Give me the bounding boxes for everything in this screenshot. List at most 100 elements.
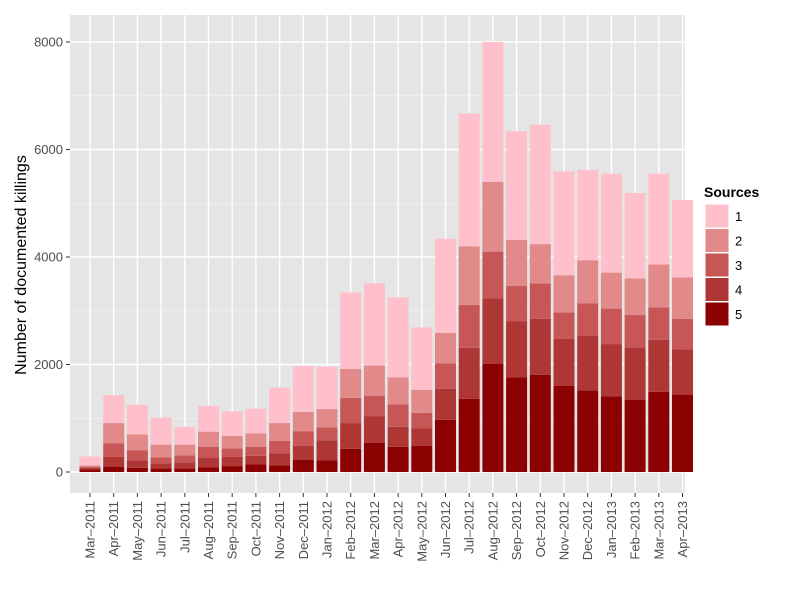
bar-segment xyxy=(458,304,480,348)
bar-segment xyxy=(624,399,646,472)
bar-segment xyxy=(387,426,409,447)
bar-segment xyxy=(672,394,693,472)
bar-segment xyxy=(553,386,575,472)
bar-segment xyxy=(198,405,219,432)
bar-segment xyxy=(198,467,219,472)
bar-segment xyxy=(174,444,196,456)
bar-segment xyxy=(245,446,267,456)
bar-segment xyxy=(624,315,646,348)
bar-segment xyxy=(435,332,456,364)
bar-segment xyxy=(198,446,219,459)
bar-segment xyxy=(577,169,599,261)
bar-segment xyxy=(387,404,409,427)
bar-segment xyxy=(529,374,551,472)
y-tick-label: 2000 xyxy=(34,357,63,372)
x-tick-label: Nov–2011 xyxy=(272,501,287,559)
bar-segment xyxy=(103,466,125,472)
bar-segment xyxy=(458,113,480,247)
bar-segment xyxy=(553,171,575,276)
bar-segment xyxy=(600,396,622,472)
bar-segment xyxy=(529,244,551,284)
bar-segment xyxy=(292,411,314,432)
bar-segment xyxy=(411,412,433,429)
bar-segment xyxy=(245,408,267,434)
bar-segment xyxy=(506,131,528,240)
bar-segment xyxy=(316,409,338,428)
x-tick-label: Jan–2012 xyxy=(320,501,335,558)
bar-segment xyxy=(411,327,433,390)
x-tick-label: Mar–2013 xyxy=(651,501,666,560)
x-tick-label: Aug–2012 xyxy=(485,501,500,560)
x-tick-label: Feb–2013 xyxy=(628,501,643,560)
x-tick-label: Sep–2012 xyxy=(509,501,524,560)
bar-segment xyxy=(221,435,243,449)
bar-segment xyxy=(553,275,575,313)
bar-segment xyxy=(458,246,480,305)
bar-segment xyxy=(363,283,385,366)
bar-segment xyxy=(221,466,243,472)
x-tick-label: Jul–2012 xyxy=(462,501,477,554)
bar-segment xyxy=(482,181,504,252)
bar-segment xyxy=(340,448,362,472)
bar-segment xyxy=(648,391,670,472)
legend: Sources 1 2 3 4 5 xyxy=(704,184,759,327)
bar-segment xyxy=(482,298,504,364)
bar-segment xyxy=(292,459,314,472)
bar-segment xyxy=(103,443,125,457)
bar-segment xyxy=(174,468,196,472)
bar-segment xyxy=(126,434,148,451)
bar-segment xyxy=(103,395,125,424)
x-tick-label: Dec–2012 xyxy=(580,501,595,560)
x-tick-label: Apr–2012 xyxy=(391,501,406,557)
bar-segment xyxy=(221,448,243,457)
bar-segment xyxy=(79,465,101,467)
x-tick-label: Mar–2012 xyxy=(367,501,382,560)
x-tick-label: Dec–2011 xyxy=(296,501,311,559)
bar-segment xyxy=(79,456,101,466)
legend-key xyxy=(704,203,730,229)
bar-segment xyxy=(577,390,599,472)
x-tick-label: Jul–2011 xyxy=(177,501,192,553)
bar-segment xyxy=(506,286,528,322)
bar-segment xyxy=(482,42,504,182)
x-tick-label: Jan–2013 xyxy=(604,501,619,558)
x-tick-label: Apr–2011 xyxy=(106,501,121,556)
bar-segment xyxy=(506,239,528,287)
bar-segment xyxy=(245,455,267,465)
legend-key xyxy=(704,228,730,253)
bar-segment xyxy=(292,366,314,412)
bar-segment xyxy=(269,387,291,424)
bar-segment xyxy=(292,431,314,446)
legend-label: 4 xyxy=(735,283,742,298)
bar-segment xyxy=(648,264,670,308)
legend-label: 2 xyxy=(735,234,742,249)
bar-segment xyxy=(269,423,291,441)
bar-segment xyxy=(103,456,125,467)
bar-segment xyxy=(150,468,172,472)
bar-segment xyxy=(387,377,409,405)
bar-segment xyxy=(316,427,338,441)
bar-segment xyxy=(363,442,385,472)
bar-segment xyxy=(529,283,551,319)
bar-segment xyxy=(529,318,551,375)
bar-segment xyxy=(316,460,338,472)
bar-segment xyxy=(482,363,504,472)
bar-segment xyxy=(150,417,172,445)
bar-segment xyxy=(363,416,385,443)
bar-segment xyxy=(150,463,172,469)
bar-segment xyxy=(672,318,693,350)
bar-segment xyxy=(126,404,148,435)
bar-segment xyxy=(672,277,693,319)
bar-segment xyxy=(506,321,528,378)
bar-segment xyxy=(411,428,433,446)
bar-segment xyxy=(103,423,125,444)
bar-segment xyxy=(600,344,622,397)
bar-segment xyxy=(672,349,693,395)
bar-segment xyxy=(198,431,219,447)
bar-segment xyxy=(316,440,338,461)
bar-segment xyxy=(363,395,385,417)
y-tick-label: 0 xyxy=(56,465,63,480)
legend-label: 3 xyxy=(735,258,742,273)
bar-segment xyxy=(600,308,622,345)
